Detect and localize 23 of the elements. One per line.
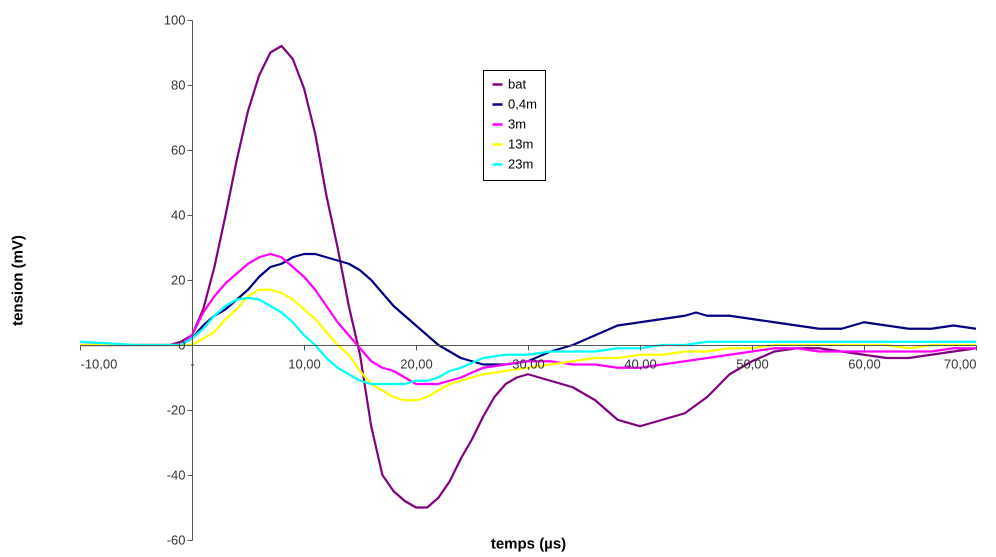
y-tick-label: 80: [171, 78, 186, 92]
y-tick-label: -60: [166, 532, 186, 548]
line-series: [80, 296, 976, 386]
line-series: [80, 288, 976, 402]
x-tick-label: 10,00: [288, 356, 321, 372]
legend-label: 3m: [508, 116, 526, 132]
legend-label: bat: [508, 76, 526, 92]
y-tick-label: -20: [166, 402, 186, 418]
x-tick-label: 70,00: [944, 356, 976, 372]
legend-label: 0,4m: [508, 96, 537, 112]
x-tick-label: -10,00: [80, 356, 118, 372]
x-tick-label: 20,00: [400, 356, 433, 372]
legend-label: 23m: [508, 156, 534, 172]
y-axis-title: tension (mV): [10, 235, 26, 326]
y-tick-label: 20: [171, 272, 186, 288]
y-tick-label: 100: [164, 12, 186, 28]
y-tick-label: 40: [171, 208, 186, 222]
x-axis-title: temps (µs): [490, 536, 566, 552]
y-tick-label: -40: [166, 468, 186, 482]
x-tick-label: 60,00: [848, 356, 881, 372]
legend-label: 13m: [508, 136, 534, 152]
y-tick-label: 0: [178, 338, 186, 352]
y-tick-label: 60: [171, 142, 186, 158]
